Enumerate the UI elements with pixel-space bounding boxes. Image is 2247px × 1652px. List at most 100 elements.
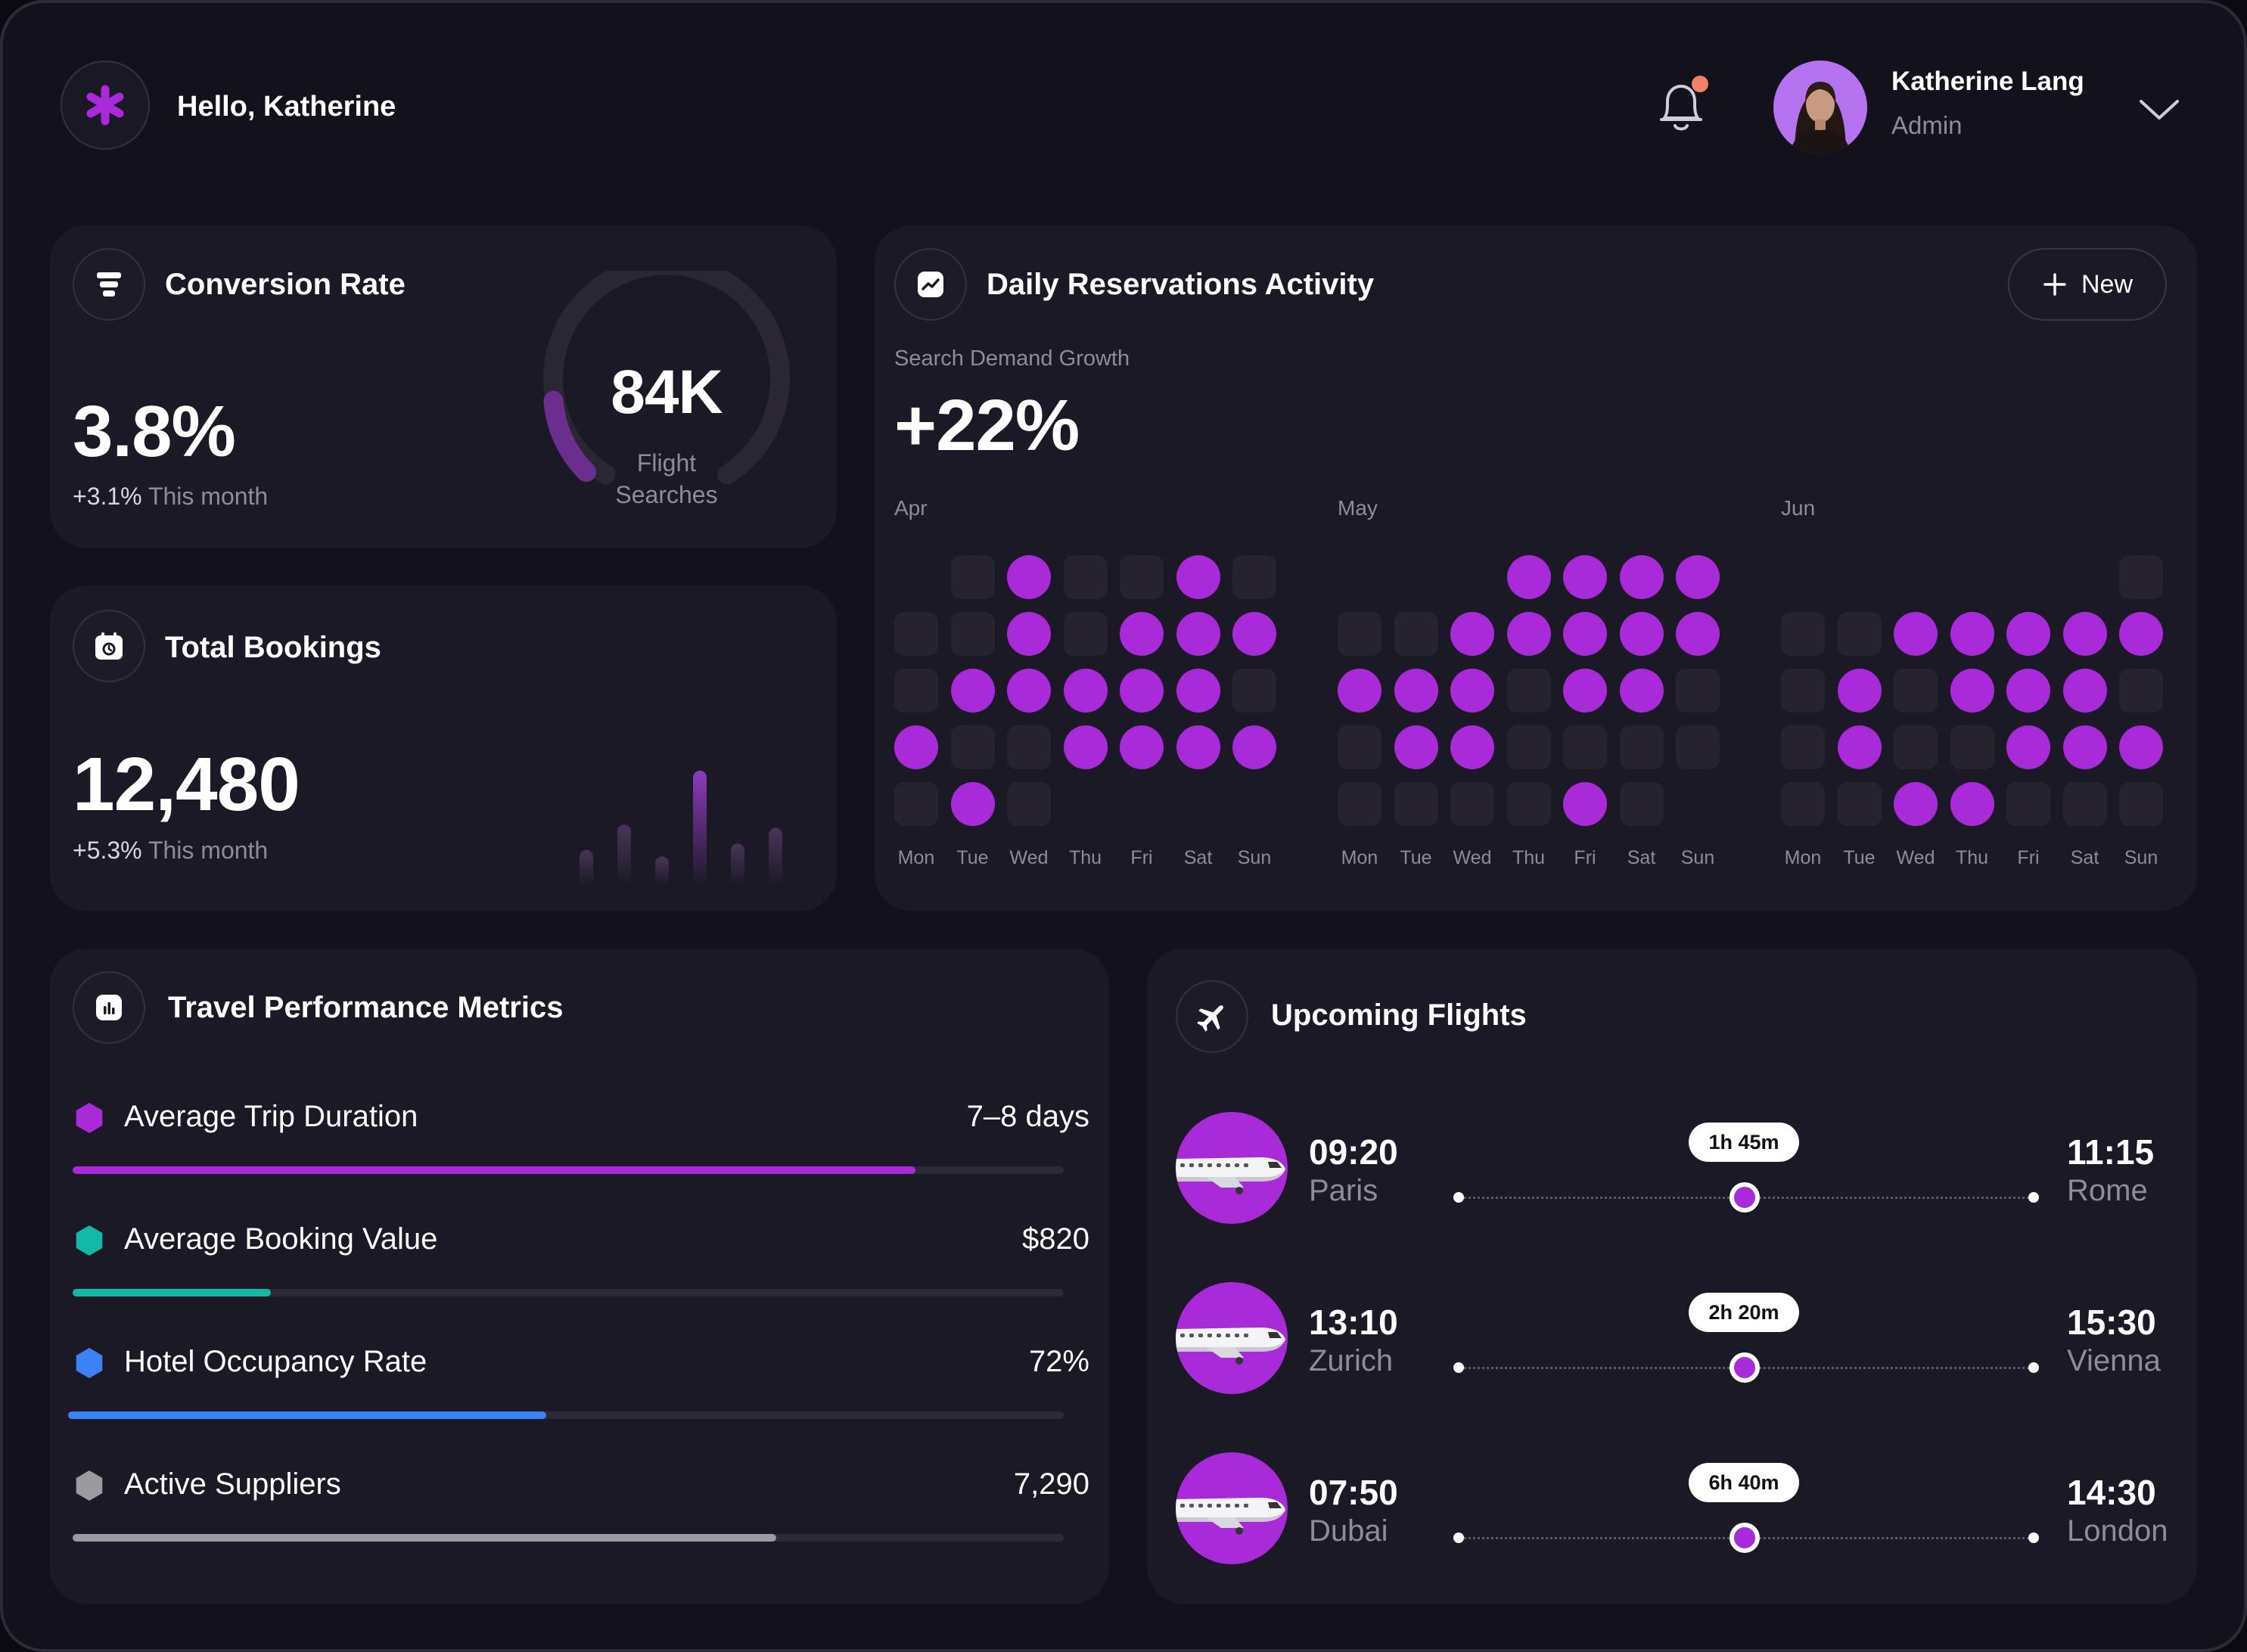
activity-cell-active[interactable] [1176,669,1220,713]
activity-cell-active[interactable] [1450,669,1494,713]
activity-cell-active[interactable] [1007,669,1051,713]
activity-cell-empty[interactable] [1063,612,1108,656]
activity-cell-empty[interactable] [1506,782,1551,826]
activity-cell-empty[interactable] [950,612,995,656]
activity-cell-active[interactable] [1450,612,1494,656]
activity-cell-empty[interactable] [1894,669,1938,713]
activity-cell-empty[interactable] [1007,782,1051,826]
activity-cell-active[interactable] [950,669,995,713]
activity-cell-active[interactable] [1394,725,1438,769]
activity-cell-empty[interactable] [1781,669,1825,713]
logo-button[interactable] [61,61,150,150]
activity-cell-empty[interactable] [1063,555,1108,599]
activity-cell-active[interactable] [1120,669,1164,713]
activity-cell-active[interactable] [1619,555,1664,599]
activity-cell-active[interactable] [2006,612,2050,656]
activity-cell-active[interactable] [1120,725,1164,769]
route-progress-knob[interactable] [1730,1352,1760,1383]
activity-cell-empty[interactable] [1619,725,1664,769]
activity-cell-empty[interactable] [1676,725,1720,769]
activity-cell-empty[interactable] [894,669,938,713]
activity-cell-empty[interactable] [2119,669,2163,713]
metric-progress-track [68,1411,1064,1419]
activity-cell-empty[interactable] [1894,725,1938,769]
activity-cell-empty[interactable] [2006,782,2050,826]
activity-cell-active[interactable] [950,782,995,826]
activity-cell-empty[interactable] [1232,669,1276,713]
activity-cell-active[interactable] [1120,612,1164,656]
activity-cell-active[interactable] [2119,612,2163,656]
activity-cell-active[interactable] [1950,612,1994,656]
activity-cell-active[interactable] [1338,669,1381,713]
activity-cell-active[interactable] [2006,669,2050,713]
activity-cell-active[interactable] [1063,669,1108,713]
activity-cell-active[interactable] [1619,612,1664,656]
activity-cell-active[interactable] [1563,555,1607,599]
activity-cell-empty[interactable] [1781,612,1825,656]
activity-cell-empty[interactable] [894,612,938,656]
activity-cell-empty[interactable] [2119,782,2163,826]
activity-cell-active[interactable] [1176,555,1220,599]
activity-cell-active[interactable] [2062,612,2107,656]
route-progress-knob[interactable] [1730,1523,1760,1553]
activity-cell-active[interactable] [1506,612,1551,656]
activity-cell-active[interactable] [1007,555,1051,599]
activity-cell-empty[interactable] [1232,555,1276,599]
activity-cell-active[interactable] [1563,782,1607,826]
activity-cell-active[interactable] [1837,725,1882,769]
activity-cell-active[interactable] [1950,669,1994,713]
activity-cell-active[interactable] [2006,725,2050,769]
activity-cell-empty[interactable] [1338,782,1381,826]
activity-cell-active[interactable] [1506,555,1551,599]
activity-cell-empty[interactable] [1450,782,1494,826]
activity-cell-active[interactable] [1894,612,1938,656]
activity-cell-active[interactable] [1950,782,1994,826]
new-button[interactable]: New [2008,248,2167,321]
user-menu-toggle[interactable] [2137,94,2182,124]
activity-cell-empty[interactable] [894,782,938,826]
route-progress-knob[interactable] [1730,1182,1760,1213]
activity-cell-empty[interactable] [950,725,995,769]
activity-cell-active[interactable] [1563,669,1607,713]
activity-cell-active[interactable] [1063,725,1108,769]
activity-cell-active[interactable] [2062,725,2107,769]
activity-cell-empty[interactable] [1338,725,1381,769]
activity-cell-empty[interactable] [1394,612,1438,656]
activity-cell-active[interactable] [894,725,938,769]
activity-cell-empty[interactable] [1506,725,1551,769]
user-avatar[interactable] [1773,61,1867,154]
activity-cell-active[interactable] [1450,725,1494,769]
activity-cell-active[interactable] [1176,612,1220,656]
activity-cell-active[interactable] [1676,612,1720,656]
activity-cell-active[interactable] [1619,669,1664,713]
activity-cell-empty[interactable] [1781,782,1825,826]
activity-cell-empty[interactable] [1676,669,1720,713]
activity-cell-empty[interactable] [950,555,995,599]
activity-cell-empty[interactable] [1619,782,1664,826]
activity-cell-active[interactable] [1176,725,1220,769]
activity-cell-active[interactable] [1563,612,1607,656]
activity-cell-empty[interactable] [1950,725,1994,769]
activity-cell-active[interactable] [2062,669,2107,713]
activity-cell-empty[interactable] [1007,725,1051,769]
activity-cell-empty[interactable] [1338,612,1381,656]
activity-cell-empty[interactable] [1506,669,1551,713]
notification-button[interactable] [1649,73,1713,141]
activity-cell-active[interactable] [2119,725,2163,769]
activity-cell-empty[interactable] [1120,555,1164,599]
activity-cell-active[interactable] [1007,612,1051,656]
activity-cell-empty[interactable] [2119,555,2163,599]
activity-cell-empty[interactable] [1563,725,1607,769]
activity-cell-active[interactable] [1394,669,1438,713]
activity-cell-active[interactable] [1232,725,1276,769]
weekday-label: Thu [1068,847,1102,868]
activity-cell-empty[interactable] [1781,725,1825,769]
activity-cell-active[interactable] [1232,612,1276,656]
activity-cell-active[interactable] [1894,782,1938,826]
activity-cell-active[interactable] [1676,555,1720,599]
activity-cell-active[interactable] [1837,669,1882,713]
activity-cell-empty[interactable] [2062,782,2107,826]
activity-cell-empty[interactable] [1837,782,1882,826]
activity-cell-empty[interactable] [1394,782,1438,826]
activity-cell-empty[interactable] [1837,612,1882,656]
